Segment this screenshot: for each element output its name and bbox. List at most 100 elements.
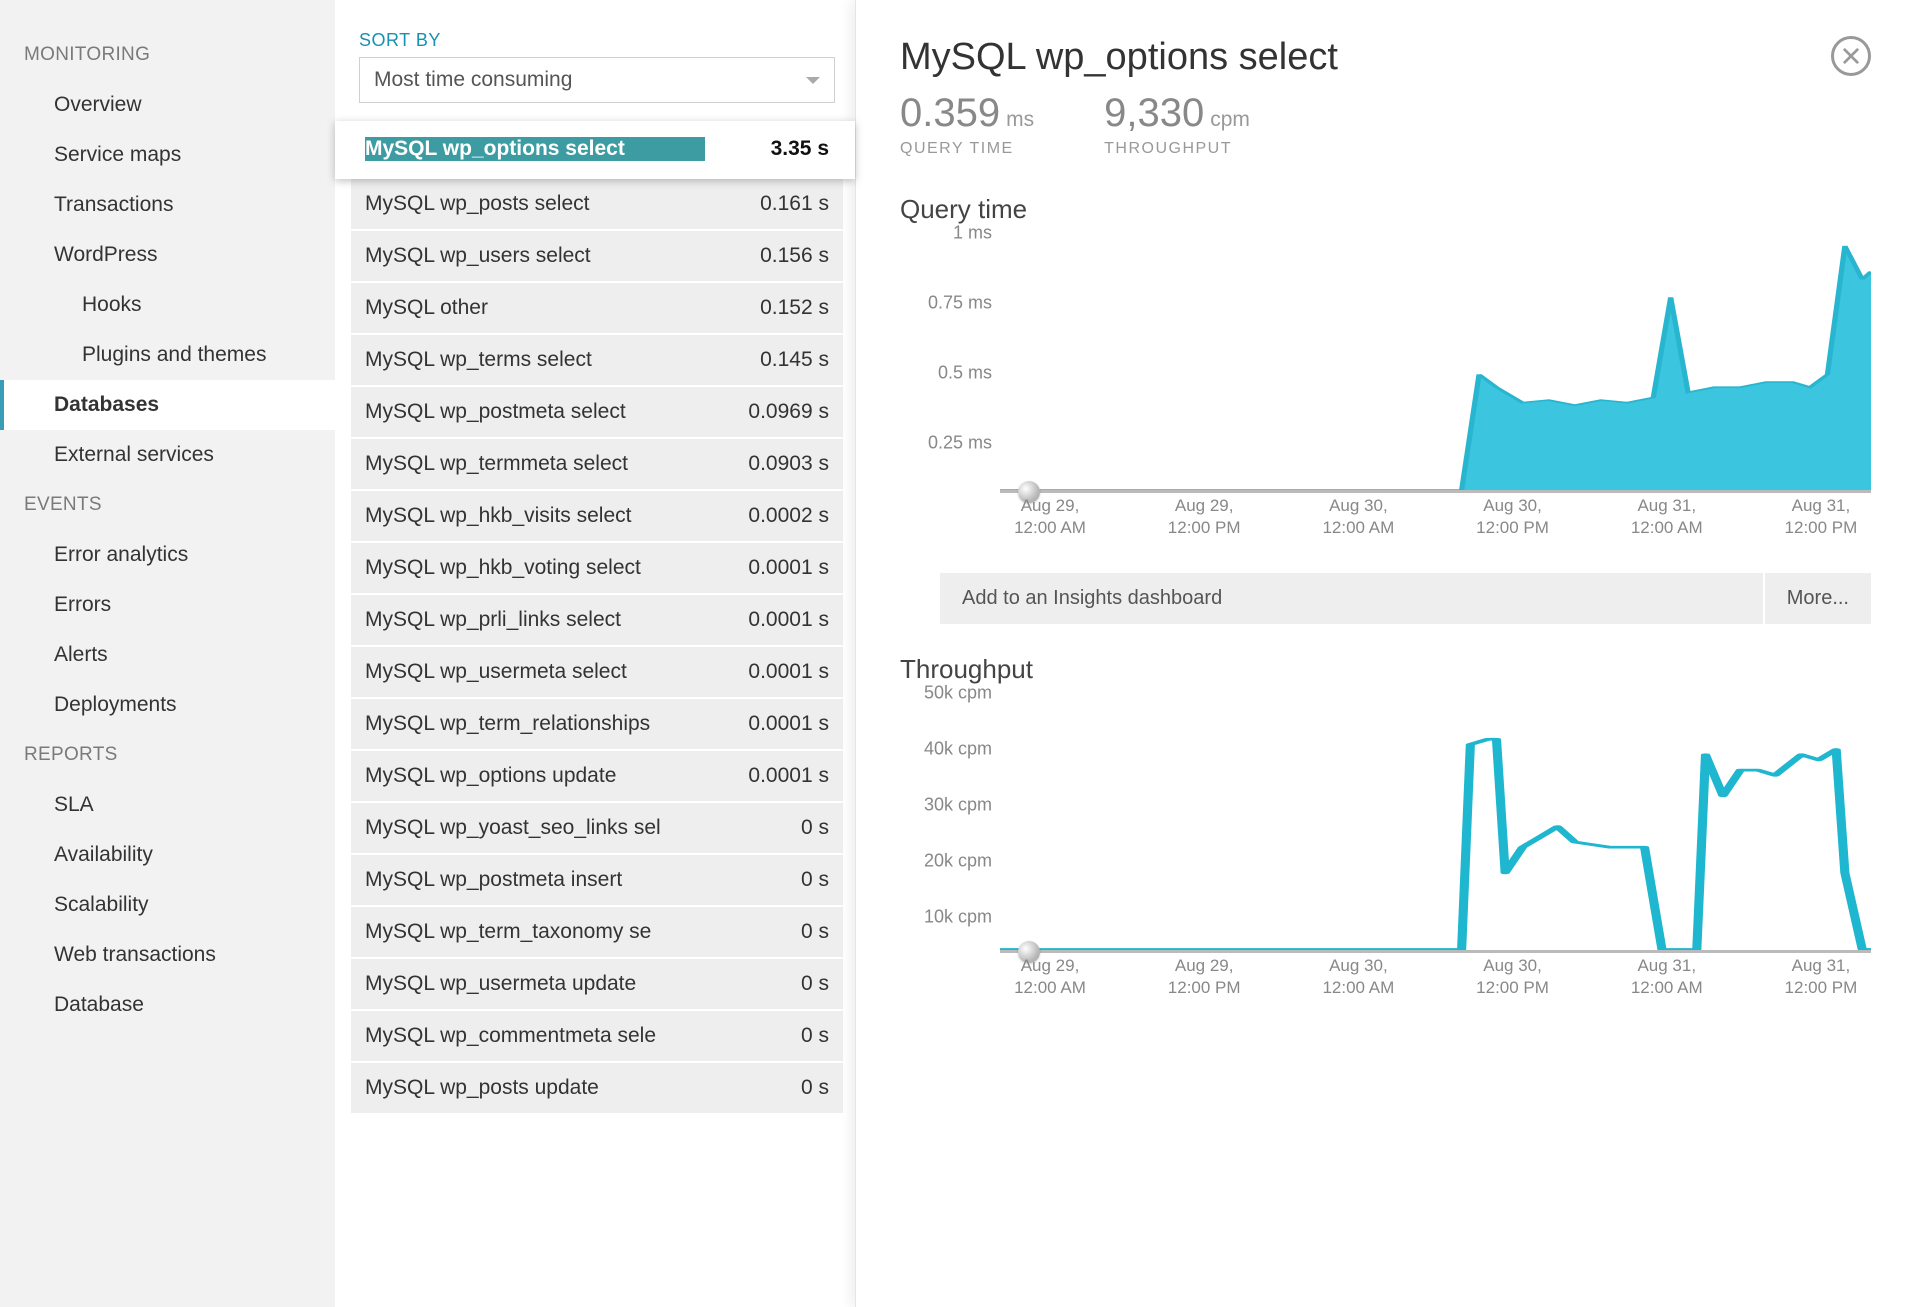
chart-section: Throughput50k cpm40k cpm30k cpm20k cpm10… [900,654,1871,1003]
query-value: 0 s [801,1024,829,1048]
query-row[interactable]: MySQL wp_prli_links select 0.0001 s [351,595,843,647]
more-button[interactable]: More... [1763,573,1871,624]
query-value: 0 s [801,920,829,944]
query-name: MySQL wp_postmeta select [365,400,738,424]
sidebar-item-plugins-and-themes[interactable]: Plugins and themes [0,330,335,380]
query-value: 0 s [801,816,829,840]
sidebar-item-alerts[interactable]: Alerts [0,630,335,680]
metric-value: 0.359ms [900,91,1034,136]
sidebar-item-availability[interactable]: Availability [0,830,335,880]
query-row[interactable]: MySQL wp_yoast_seo_links sel 0 s [351,803,843,855]
sidebar-section-title: EVENTS [0,480,335,530]
sidebar-item-databases[interactable]: Databases [0,380,335,430]
sort-select-value: Most time consuming [374,68,572,92]
sidebar-item-database[interactable]: Database [0,980,335,1030]
sidebar-item-hooks[interactable]: Hooks [0,280,335,330]
query-name: MySQL wp_usermeta select [365,660,738,684]
chart-ytick: 20k cpm [924,851,992,872]
sidebar-item-error-analytics[interactable]: Error analytics [0,530,335,580]
query-value: 0.156 s [760,244,829,268]
query-row[interactable]: MySQL other0.152 s [351,283,843,335]
query-value: 0.0001 s [748,556,829,580]
chart: 50k cpm40k cpm30k cpm20k cpm10k cpmAug 2… [900,693,1871,1003]
chart-xtick: Aug 29,12:00 AM [1000,495,1100,543]
chart-ytick: 1 ms [953,223,992,244]
query-row[interactable]: MySQL wp_usermeta update0 s [351,959,843,1011]
query-value: 0.0001 s [748,712,829,736]
query-value: 0.0002 s [748,504,829,528]
sidebar-item-wordpress[interactable]: WordPress [0,230,335,280]
query-row[interactable]: MySQL wp_term_relationships0.0001 s [351,699,843,751]
chart-ytick: 0.25 ms [928,433,992,454]
chart-xtick: Aug 31,12:00 PM [1771,495,1871,543]
sidebar-item-overview[interactable]: Overview [0,80,335,130]
query-value: 0.145 s [760,348,829,372]
query-row[interactable]: MySQL wp_terms select 0.145 s [351,335,843,387]
chart-xtick: Aug 31,12:00 AM [1617,495,1717,543]
query-name: MySQL wp_commentmeta sele [365,1024,791,1048]
sidebar-item-service-maps[interactable]: Service maps [0,130,335,180]
query-name: MySQL wp_options select [365,137,705,161]
query-value: 0.0001 s [748,764,829,788]
query-name: MySQL other [365,296,750,320]
query-name: MySQL wp_term_taxonomy se [365,920,791,944]
chart-xtick: Aug 30,12:00 PM [1463,495,1563,543]
chart-ytick: 10k cpm [924,907,992,928]
query-row[interactable]: MySQL wp_posts update 0 s [351,1063,843,1115]
metric: 9,330cpmTHROUGHPUT [1104,91,1250,158]
chart-xtick: Aug 29,12:00 PM [1154,955,1254,1003]
sidebar-item-external-services[interactable]: External services [0,430,335,480]
chart-ytick: 50k cpm [924,683,992,704]
query-row[interactable]: MySQL wp_postmeta insert 0 s [351,855,843,907]
sort-by-label: SORT BY [351,30,843,51]
query-name: MySQL wp_yoast_seo_links sel [365,816,791,840]
query-name: MySQL wp_users select [365,244,750,268]
query-name: MySQL wp_posts update [365,1076,791,1100]
chevron-down-icon [806,77,820,84]
query-row[interactable]: MySQL wp_options select3.35 s [335,121,855,179]
detail-title: MySQL wp_options select [900,36,1338,79]
query-row[interactable]: MySQL wp_commentmeta sele 0 s [351,1011,843,1063]
query-name: MySQL wp_posts select [365,192,750,216]
query-row[interactable]: MySQL wp_users select 0.156 s [351,231,843,283]
sidebar-item-web-transactions[interactable]: Web transactions [0,930,335,980]
query-value: 0.0001 s [748,608,829,632]
query-row[interactable]: MySQL wp_hkb_visits select 0.0002 s [351,491,843,543]
chart: 1 ms0.75 ms0.5 ms0.25 msAug 29,12:00 AMA… [900,233,1871,543]
query-name: MySQL wp_terms select [365,348,750,372]
query-name: MySQL wp_postmeta insert [365,868,791,892]
query-list-panel: SORT BY Most time consuming MySQL wp_opt… [335,0,855,1307]
sidebar-item-sla[interactable]: SLA [0,780,335,830]
query-row[interactable]: MySQL wp_usermeta select0.0001 s [351,647,843,699]
add-to-dashboard-button[interactable]: Add to an Insights dashboard [940,573,1763,624]
chart-xtick: Aug 30,12:00 AM [1308,495,1408,543]
close-icon [1842,47,1860,65]
metric-unit: ms [1006,108,1034,131]
chart-xtick: Aug 31,12:00 PM [1771,955,1871,1003]
query-name: MySQL wp_options update [365,764,738,788]
query-row[interactable]: MySQL wp_termmeta select0.0903 s [351,439,843,491]
query-row[interactable]: MySQL wp_options update 0.0001 s [351,751,843,803]
query-row[interactable]: MySQL wp_posts select0.161 s [351,179,843,231]
query-row[interactable]: MySQL wp_term_taxonomy se 0 s [351,907,843,959]
query-value: 0.0969 s [748,400,829,424]
sidebar-item-transactions[interactable]: Transactions [0,180,335,230]
chart-action-bar: Add to an Insights dashboardMore... [940,573,1871,624]
metric-unit: cpm [1210,108,1250,131]
query-name: MySQL wp_hkb_visits select [365,504,738,528]
chart-title: Throughput [900,654,1871,685]
sidebar-item-deployments[interactable]: Deployments [0,680,335,730]
query-name: MySQL wp_prli_links select [365,608,738,632]
chart-ytick: 0.5 ms [938,363,992,384]
chart-xtick: Aug 31,12:00 AM [1617,955,1717,1003]
query-row[interactable]: MySQL wp_hkb_voting select0.0001 s [351,543,843,595]
chart-section: Query time1 ms0.75 ms0.5 ms0.25 msAug 29… [900,194,1871,543]
query-value: 0 s [801,1076,829,1100]
close-button[interactable] [1831,36,1871,76]
sidebar-item-scalability[interactable]: Scalability [0,880,335,930]
query-value: 0 s [801,868,829,892]
sort-select[interactable]: Most time consuming [359,57,835,103]
query-row[interactable]: MySQL wp_postmeta select 0.0969 s [351,387,843,439]
query-value: 0 s [801,972,829,996]
sidebar-item-errors[interactable]: Errors [0,580,335,630]
